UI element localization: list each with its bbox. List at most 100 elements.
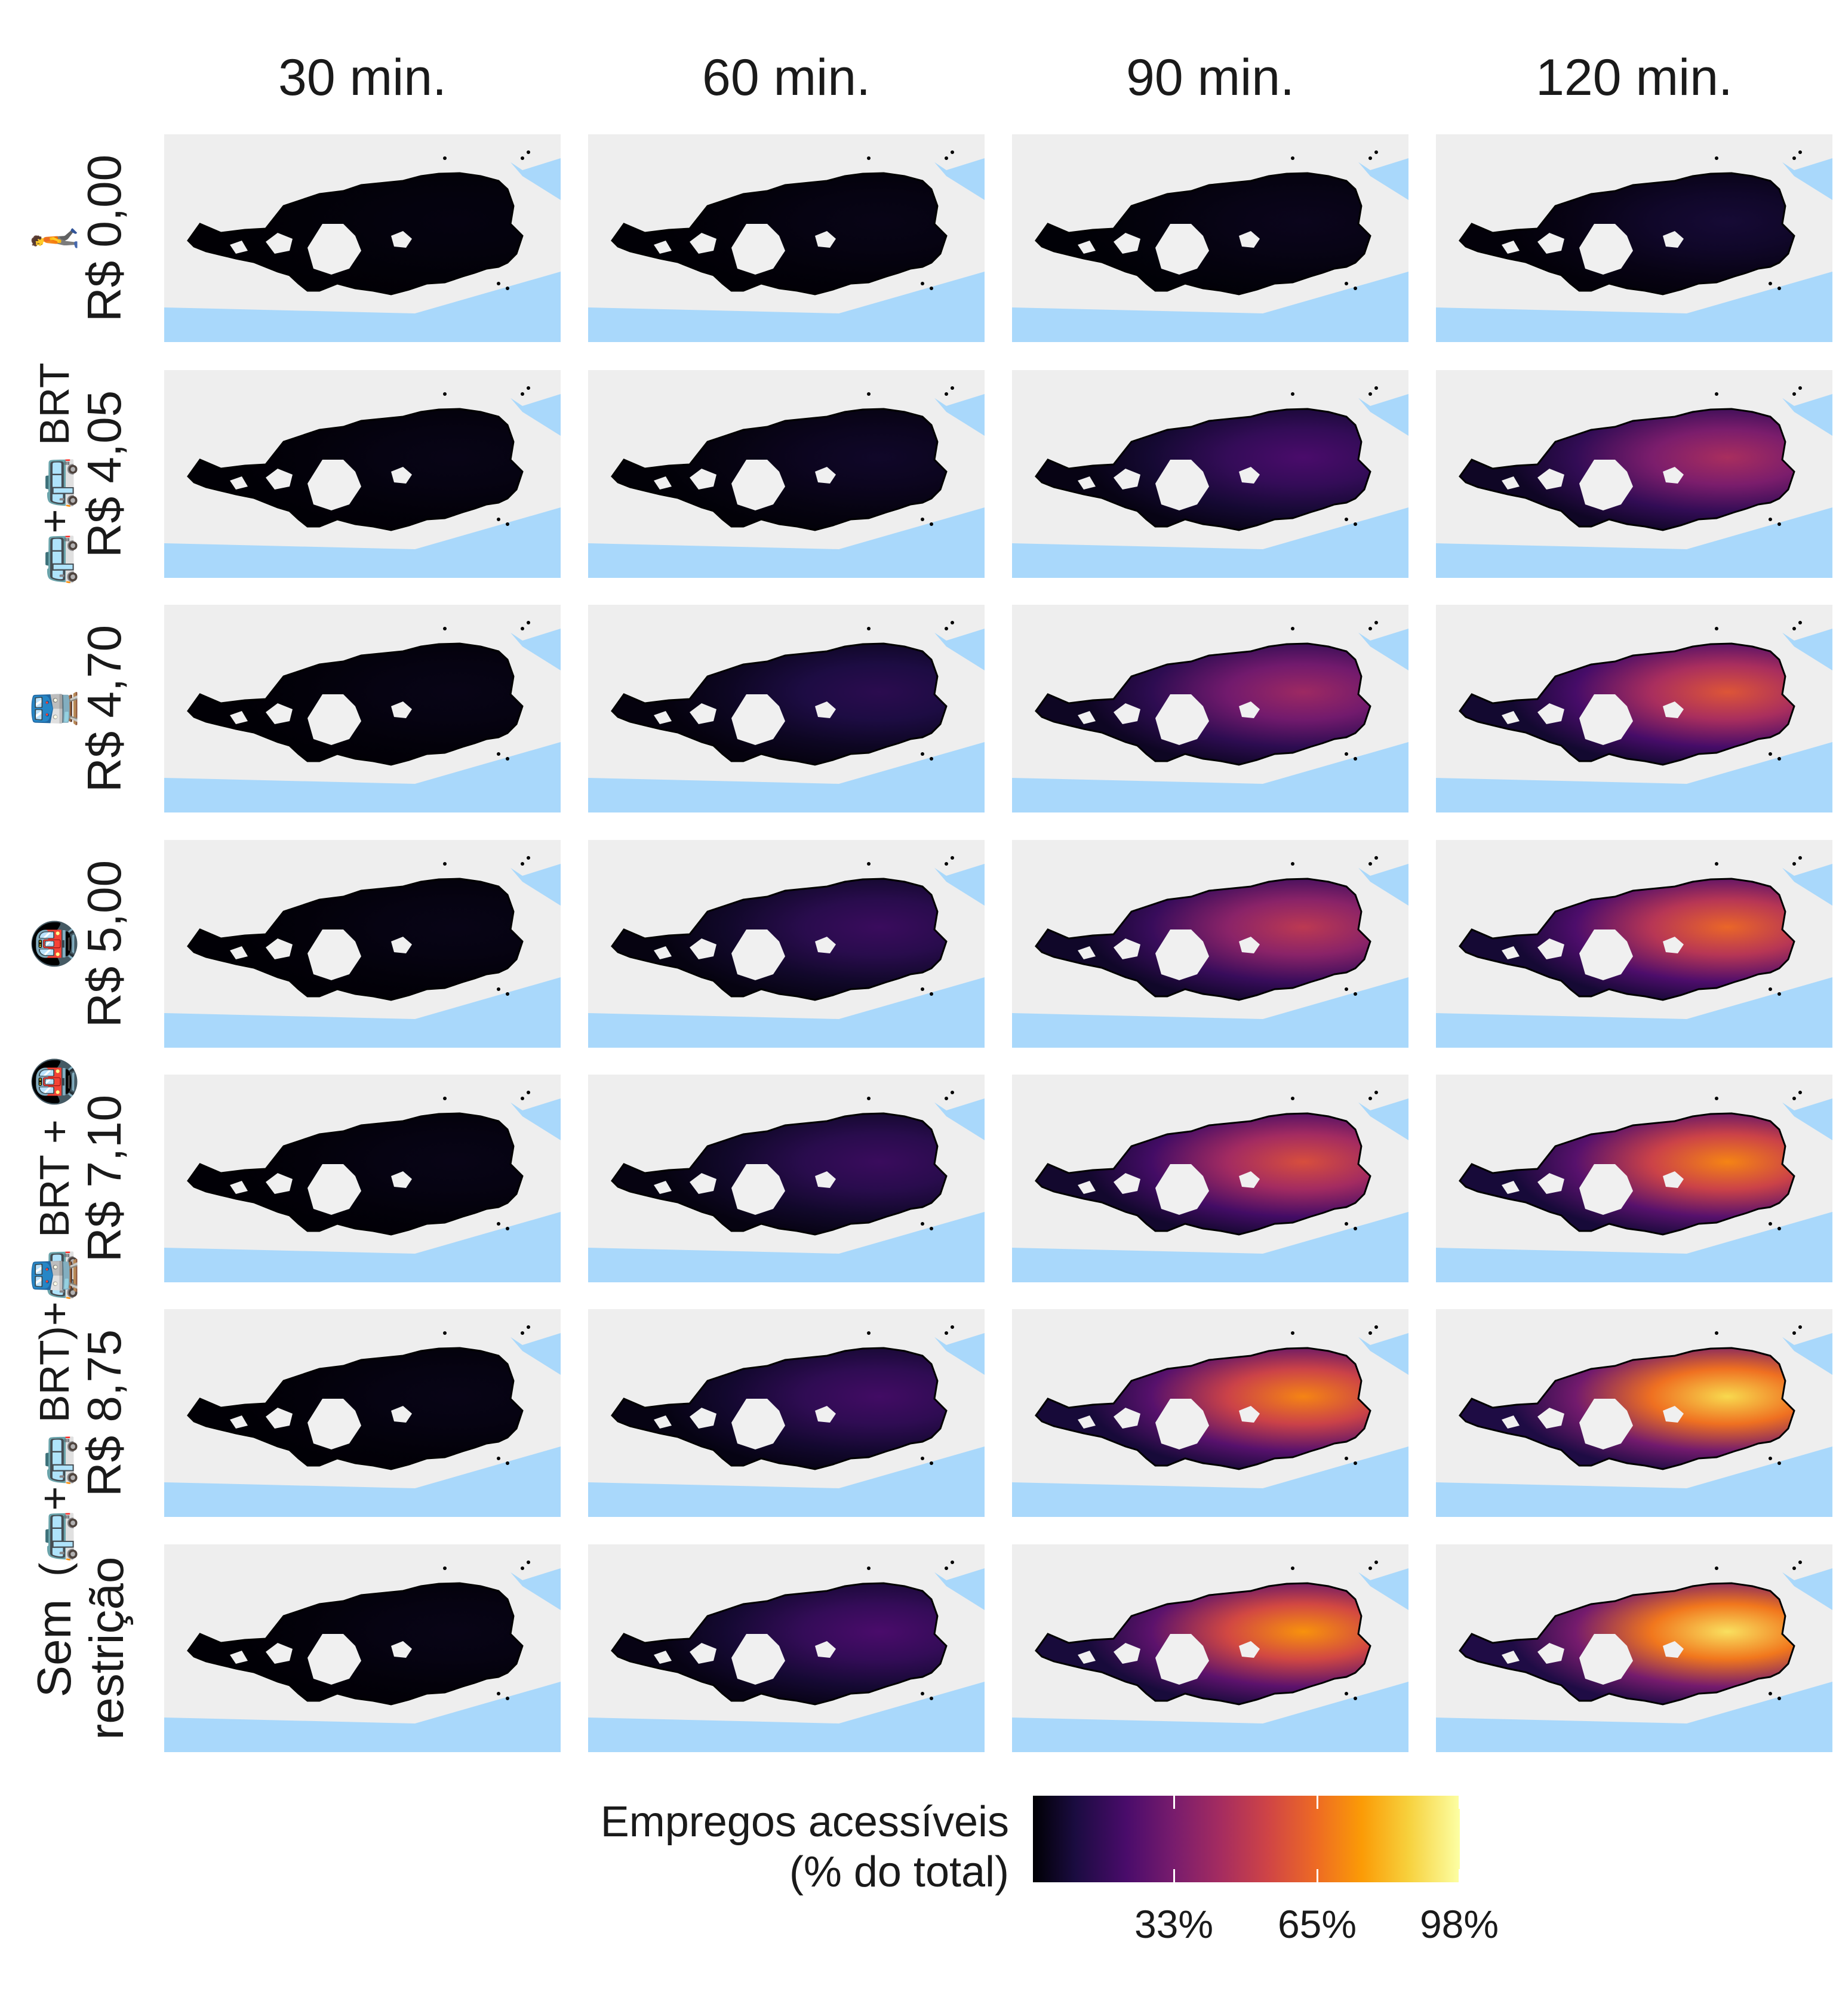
fare-label: R$ 8,75 bbox=[78, 1329, 131, 1497]
island bbox=[1792, 1331, 1796, 1335]
column-header: 90 min. bbox=[1125, 49, 1295, 106]
column-header: 120 min. bbox=[1536, 49, 1733, 106]
legend-colorbar bbox=[1033, 1796, 1460, 1882]
legend-tick-mark bbox=[1459, 1796, 1460, 1809]
island bbox=[945, 1097, 948, 1100]
city-hexagon-grid bbox=[611, 1347, 948, 1470]
city-hexagon-grid bbox=[1035, 1112, 1371, 1236]
no-data-area bbox=[391, 937, 412, 953]
no-data-area bbox=[654, 1181, 672, 1194]
island bbox=[1354, 757, 1357, 761]
island bbox=[527, 1091, 530, 1094]
accessibility-map-panel bbox=[1436, 1075, 1832, 1282]
legend-tick-mark bbox=[1459, 1869, 1460, 1882]
island bbox=[1345, 518, 1348, 521]
accessibility-map-panel bbox=[164, 1309, 561, 1517]
transport-mode-icon: (🚌+🚌 BRT)+🚆 bbox=[31, 1249, 78, 1577]
no-data-area bbox=[1579, 694, 1633, 745]
no-data-area bbox=[391, 1406, 412, 1423]
city-hexagon-grid bbox=[1035, 1582, 1371, 1706]
island bbox=[506, 1697, 509, 1700]
no-data-area bbox=[1114, 469, 1140, 490]
island bbox=[1354, 1227, 1357, 1230]
no-data-area bbox=[266, 469, 293, 490]
no-data-area bbox=[230, 1181, 248, 1194]
no-data-area bbox=[815, 1171, 836, 1188]
no-data-area bbox=[230, 241, 248, 254]
fare-label: R$ 4,05 bbox=[78, 390, 131, 558]
no-data-area bbox=[266, 233, 293, 254]
no-data-area bbox=[654, 1651, 672, 1664]
transport-mode-icon: 🚇 bbox=[31, 918, 78, 970]
island bbox=[921, 1692, 924, 1695]
no-data-area bbox=[1502, 1651, 1520, 1664]
no-data-area bbox=[391, 1641, 412, 1658]
island bbox=[1345, 987, 1348, 991]
no-data-area bbox=[1663, 467, 1684, 484]
island bbox=[1792, 1097, 1796, 1100]
island bbox=[527, 1325, 530, 1329]
island bbox=[951, 621, 954, 624]
no-data-area bbox=[654, 711, 672, 724]
island bbox=[1715, 1097, 1718, 1100]
city-hexagon-grid bbox=[1459, 878, 1795, 1001]
island bbox=[1291, 1566, 1294, 1570]
island bbox=[921, 1222, 924, 1226]
island bbox=[1777, 287, 1781, 290]
no-data-area bbox=[307, 694, 361, 745]
island bbox=[1368, 627, 1372, 630]
no-data-area bbox=[266, 703, 293, 724]
island bbox=[497, 1457, 500, 1460]
no-data-area bbox=[230, 476, 248, 490]
no-data-area bbox=[690, 469, 716, 490]
map-svg bbox=[588, 1075, 985, 1254]
island bbox=[930, 1461, 933, 1465]
city-hexagon-grid bbox=[187, 1582, 524, 1706]
accessibility-map-panel bbox=[588, 134, 985, 342]
island bbox=[951, 150, 954, 154]
no-data-area bbox=[391, 467, 412, 484]
map-svg bbox=[1012, 134, 1408, 313]
no-data-area bbox=[1239, 701, 1260, 718]
city-hexagon-grid bbox=[1459, 1582, 1795, 1706]
no-data-area bbox=[307, 929, 361, 980]
no-data-area bbox=[815, 1641, 836, 1658]
no-data-area bbox=[1155, 694, 1209, 745]
city-hexagon-grid bbox=[611, 642, 948, 766]
island bbox=[1291, 1097, 1294, 1100]
island bbox=[521, 392, 524, 396]
map-svg bbox=[1012, 370, 1408, 549]
city-hexagon-grid bbox=[611, 408, 948, 531]
city-hexagon-grid bbox=[1459, 1112, 1795, 1236]
island bbox=[1769, 282, 1772, 285]
no-data-area bbox=[1155, 929, 1209, 980]
island bbox=[521, 862, 524, 866]
island bbox=[1715, 862, 1718, 866]
no-data-area bbox=[266, 1643, 293, 1664]
fare-label: R$ 5,00 bbox=[78, 860, 131, 1028]
island bbox=[1368, 1566, 1372, 1570]
no-data-area bbox=[1537, 1173, 1564, 1194]
island bbox=[951, 1561, 954, 1564]
no-data-area bbox=[1239, 1171, 1260, 1188]
no-data-area bbox=[1663, 1171, 1684, 1188]
island bbox=[497, 1222, 500, 1226]
no-data-area bbox=[1579, 929, 1633, 980]
island bbox=[1374, 856, 1378, 860]
no-data-area bbox=[1239, 1406, 1260, 1423]
map-svg bbox=[1436, 134, 1832, 313]
island bbox=[930, 287, 933, 290]
island bbox=[1769, 1692, 1772, 1695]
island bbox=[867, 1097, 871, 1100]
island bbox=[443, 1331, 447, 1335]
island bbox=[521, 156, 524, 160]
island bbox=[1345, 1222, 1348, 1226]
island bbox=[1792, 862, 1796, 866]
no-data-area bbox=[731, 929, 785, 980]
island bbox=[1769, 1457, 1772, 1460]
no-data-area bbox=[1502, 946, 1520, 959]
island bbox=[1777, 757, 1781, 761]
city-hexagon-grid bbox=[1459, 642, 1795, 766]
island bbox=[1368, 392, 1372, 396]
map-svg bbox=[164, 1309, 561, 1488]
